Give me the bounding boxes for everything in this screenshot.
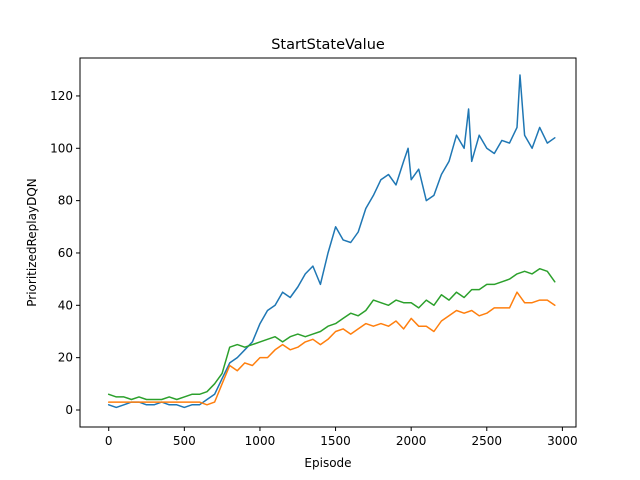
y-tick-label: 60 bbox=[58, 246, 73, 260]
series-line-1 bbox=[107, 74, 556, 409]
y-tick-label: 40 bbox=[58, 298, 73, 312]
y-axis-title: PrioritizedReplayDQN bbox=[25, 178, 39, 307]
x-tick-label: 500 bbox=[173, 434, 196, 448]
x-tick-label: 2000 bbox=[396, 434, 427, 448]
y-tick-label: 80 bbox=[58, 194, 73, 208]
x-tick-label: 1000 bbox=[245, 434, 276, 448]
plot-area bbox=[107, 74, 556, 409]
y-tick-label: 100 bbox=[50, 141, 73, 155]
x-tick-label: 1500 bbox=[320, 434, 351, 448]
x-tick-label: 3000 bbox=[547, 434, 578, 448]
y-tick-label: 20 bbox=[58, 351, 73, 365]
plot-frame bbox=[79, 57, 577, 428]
y-tick-label: 0 bbox=[65, 403, 73, 417]
chart-title: StartStateValue bbox=[271, 37, 385, 53]
series-line-3 bbox=[107, 267, 556, 401]
x-axis: 0 500 1000 1500 2000 2500 3000 bbox=[105, 427, 578, 448]
x-axis-title: Episode bbox=[304, 456, 351, 470]
y-axis: 0 20 40 60 80 100 120 bbox=[50, 89, 80, 417]
x-tick-label: 2500 bbox=[472, 434, 503, 448]
y-tick-label: 120 bbox=[50, 89, 73, 103]
x-tick-label: 0 bbox=[105, 434, 113, 448]
series-line-2 bbox=[107, 291, 556, 406]
